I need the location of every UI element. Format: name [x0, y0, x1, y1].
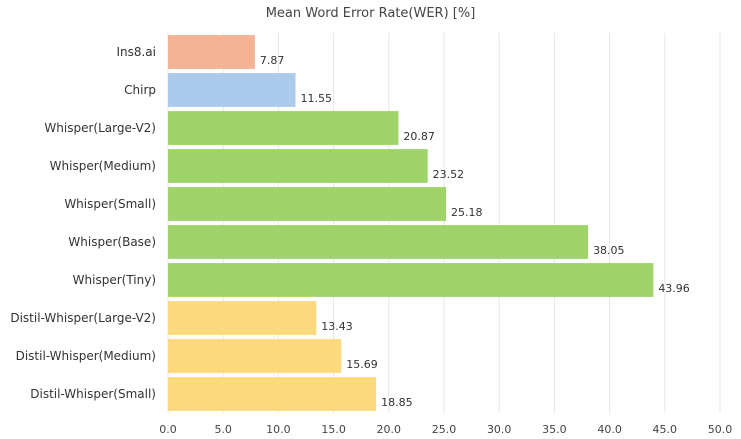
- category-label: Distil-Whisper(Small): [30, 387, 156, 401]
- x-tick-label: 15.0: [321, 423, 346, 436]
- data-label: 25.18: [451, 206, 483, 219]
- bar: [168, 263, 654, 297]
- category-label: Whisper(Large-V2): [44, 121, 156, 135]
- bar: [168, 187, 446, 221]
- x-tick-label: 35.0: [542, 423, 567, 436]
- category-label: Ins8.ai: [116, 45, 156, 59]
- x-tick-label: 50.0: [708, 423, 733, 436]
- data-label: 13.43: [321, 320, 353, 333]
- category-label: Whisper(Base): [68, 235, 156, 249]
- data-label: 11.55: [301, 92, 333, 105]
- category-label: Whisper(Medium): [50, 159, 156, 173]
- x-tick-label: 10.0: [266, 423, 291, 436]
- bar: [168, 225, 589, 259]
- chart-title: Mean Word Error Rate(WER) [%]: [265, 6, 476, 21]
- category-label: Whisper(Tiny): [73, 273, 156, 287]
- bar: [168, 111, 399, 145]
- bar: [168, 339, 342, 373]
- x-tick-label: 5.0: [214, 423, 232, 436]
- bar: [168, 301, 317, 335]
- bar: [168, 73, 296, 107]
- category-label: Chirp: [124, 83, 156, 97]
- category-label: Whisper(Small): [64, 197, 156, 211]
- category-label: Distil-Whisper(Large-V2): [10, 311, 156, 325]
- bar: [168, 149, 428, 183]
- x-tick-label: 25.0: [432, 423, 457, 436]
- data-label: 7.87: [260, 54, 285, 67]
- data-label: 23.52: [433, 168, 465, 181]
- data-label: 20.87: [403, 130, 435, 143]
- data-label: 18.85: [381, 396, 413, 409]
- x-tick-label: 45.0: [653, 423, 678, 436]
- x-tick-label: 40.0: [597, 423, 622, 436]
- bar: [168, 377, 377, 411]
- x-tick-label: 20.0: [377, 423, 402, 436]
- bar: [168, 35, 255, 69]
- data-label: 38.05: [593, 244, 625, 257]
- data-label: 43.96: [658, 282, 690, 295]
- category-label: Distil-Whisper(Medium): [16, 349, 156, 363]
- x-tick-label: 30.0: [487, 423, 512, 436]
- x-tick-label: 0.0: [159, 423, 177, 436]
- data-label: 15.69: [346, 358, 378, 371]
